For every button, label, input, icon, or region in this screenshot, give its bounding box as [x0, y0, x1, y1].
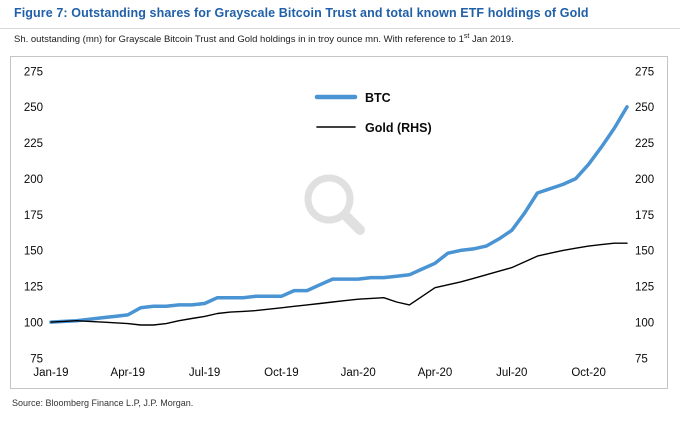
y-axis-label-left: 200: [24, 174, 43, 186]
y-axis-label-left: 150: [24, 246, 43, 258]
x-axis-label: Jul-20: [496, 367, 527, 379]
y-axis-label-right: 75: [635, 353, 648, 365]
y-axis-label-left: 275: [24, 66, 43, 78]
chart-panel: 75 75 100 100 125 125 150 150 175 175 200 200 225 225…: [10, 56, 668, 389]
series-line-btc: [49, 105, 629, 324]
legend-label-btc: BTC: [365, 91, 391, 105]
y-axis-label-left: 225: [24, 138, 43, 150]
y-axis-label-left: 250: [24, 102, 43, 114]
x-axis-label: Apr-19: [111, 367, 146, 379]
y-axis-label-right: 125: [635, 282, 654, 294]
y-axis-label-left: 100: [24, 317, 43, 329]
zoom-watermark-icon: [304, 174, 365, 235]
chart-canvas: 75 75 100 100 125 125 150 150 175 175 200 200 225 225…: [24, 66, 654, 379]
subtitle-text-suffix: Jan 2019.: [469, 34, 514, 46]
y-axis-label-right: 175: [635, 210, 654, 222]
y-axis-label-right: 150: [635, 246, 654, 258]
x-axis-label: Jan-20: [341, 367, 376, 379]
y-axis-label-right: 225: [635, 138, 654, 150]
title-divider: [0, 28, 680, 29]
series-line-gold-rhs: [50, 242, 628, 326]
y-axis-label-left: 125: [24, 282, 43, 294]
subtitle-text: Sh. outstanding (mn) for Grayscale Bitco…: [14, 34, 464, 46]
legend-label-gold: Gold (RHS): [365, 121, 432, 135]
x-axis-label: Jan-19: [33, 367, 68, 379]
y-axis-label-right: 100: [635, 317, 654, 329]
x-axis-label: Jul-19: [189, 367, 220, 379]
figure-title: Figure 7: Outstanding shares for Graysca…: [14, 6, 589, 20]
y-axis-label-left: 175: [24, 210, 43, 222]
figure-subtitle: Sh. outstanding (mn) for Grayscale Bitco…: [14, 33, 514, 45]
x-axis-label: Apr-20: [418, 367, 453, 379]
y-axis-label-right: 250: [635, 102, 654, 114]
y-axis-label-right: 200: [635, 174, 654, 186]
subtitle-superscript: st: [463, 33, 470, 40]
x-axis-label: Oct-19: [264, 367, 299, 379]
x-axis-label: Oct-20: [571, 367, 606, 379]
y-axis-label-left: 75: [30, 353, 43, 365]
y-axis-label-right: 275: [635, 66, 654, 78]
source-note: Source: Bloomberg Finance L.P, J.P. Morg…: [12, 398, 194, 408]
